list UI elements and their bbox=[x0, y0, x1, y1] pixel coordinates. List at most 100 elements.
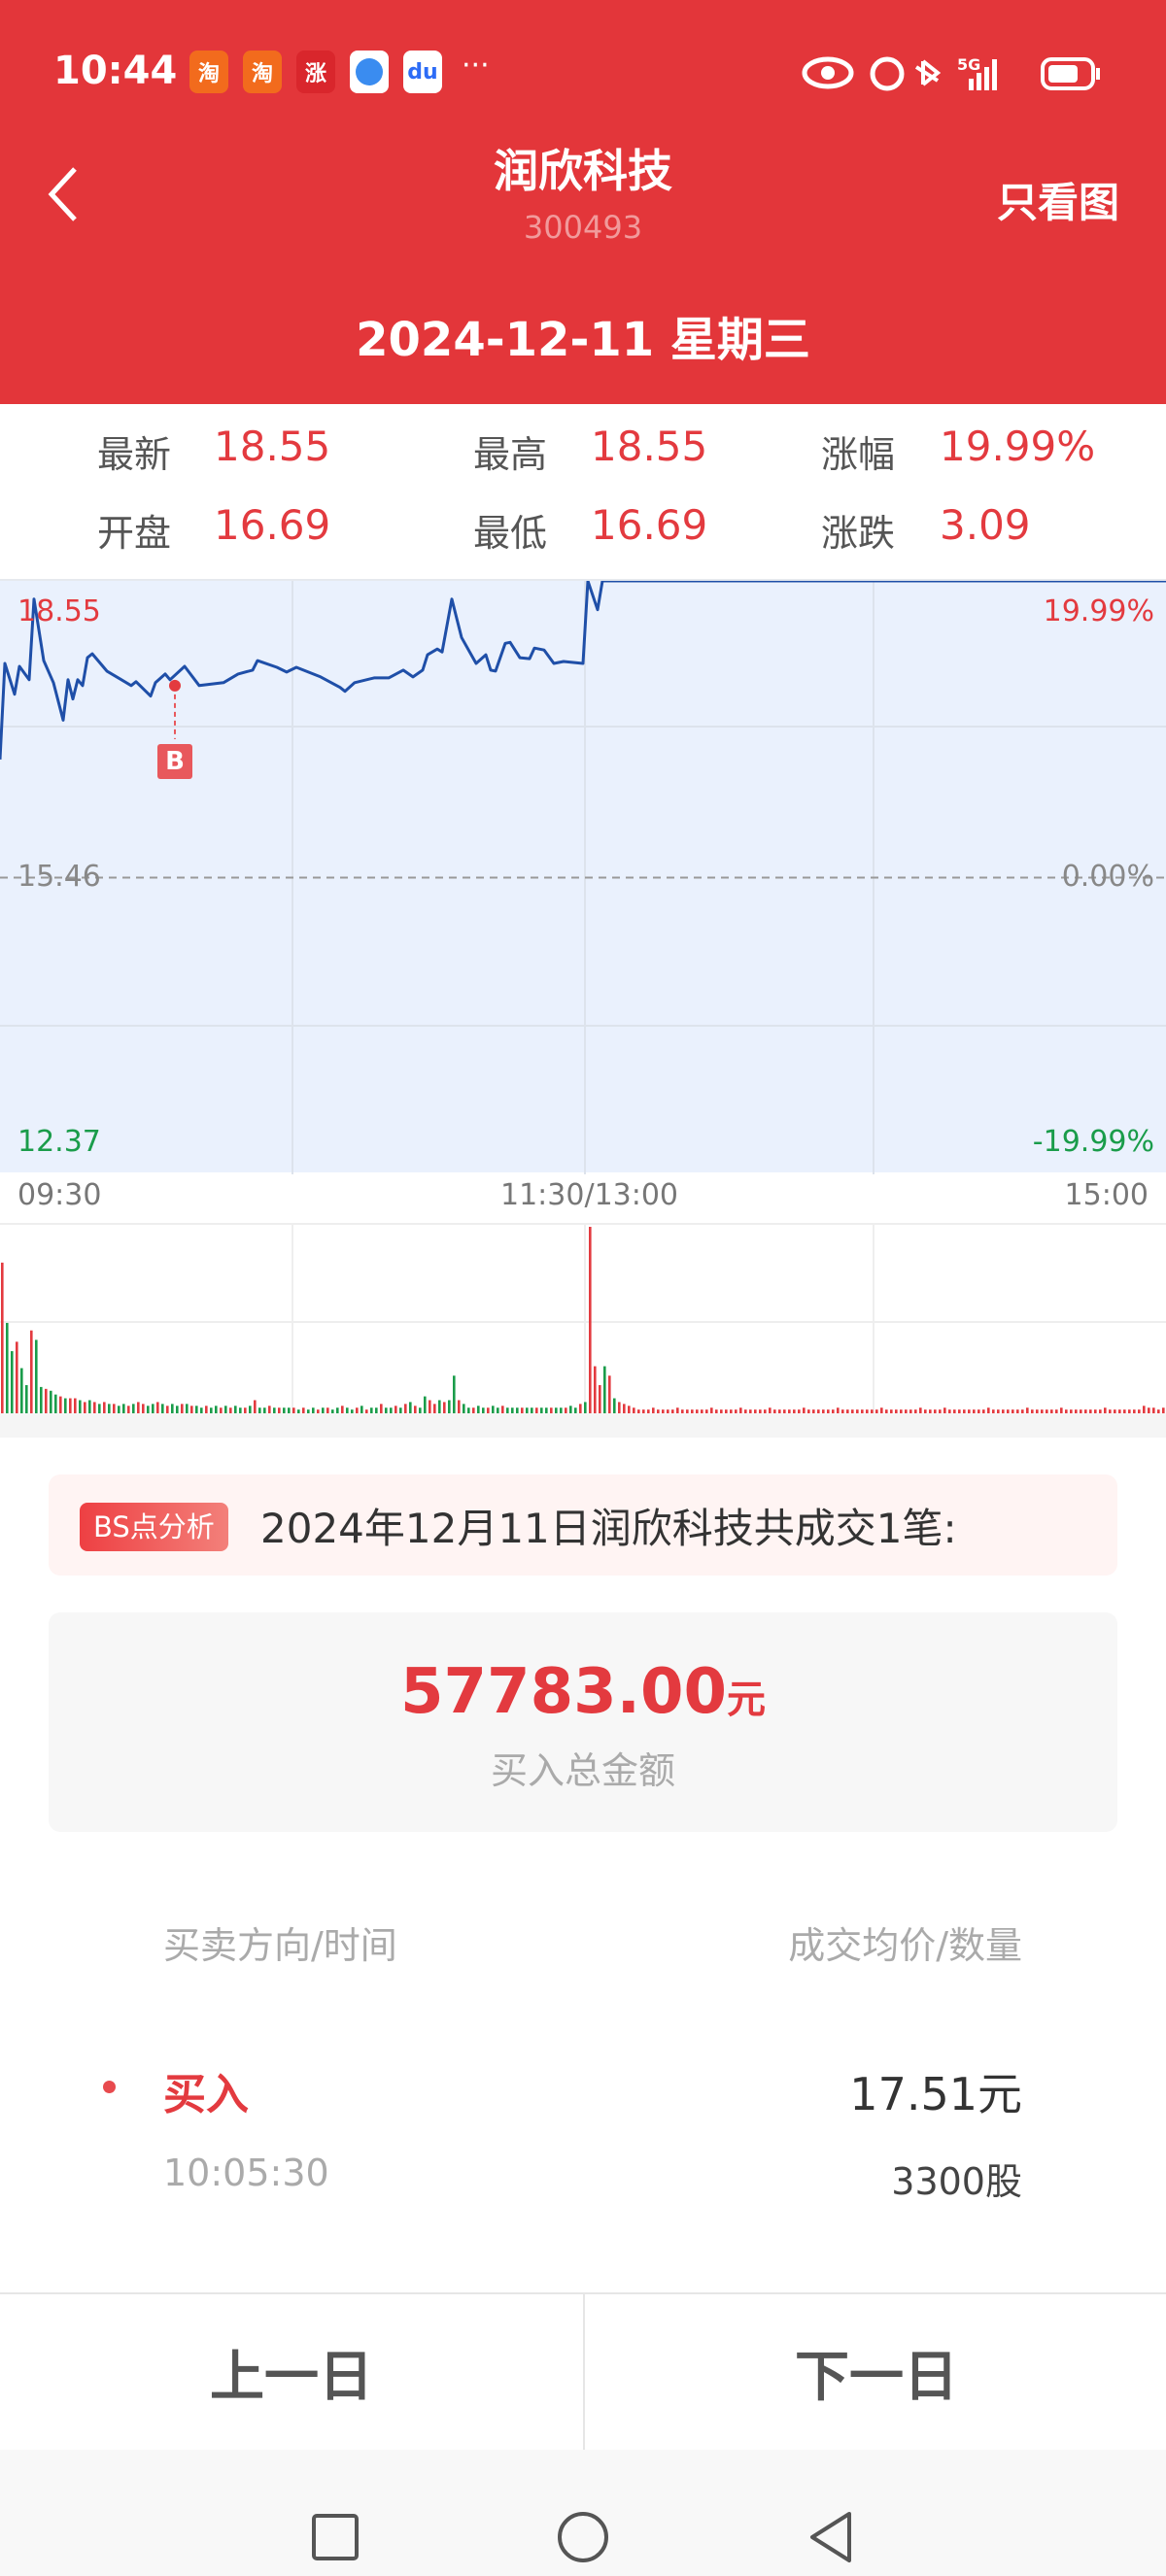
volume-bar bbox=[239, 1407, 242, 1415]
trade-quantity: 3300股 bbox=[891, 2160, 1022, 2203]
volume-bar bbox=[599, 1384, 601, 1415]
volume-bar bbox=[744, 1409, 747, 1415]
volume-bar bbox=[142, 1404, 145, 1415]
high-value: 18.55 bbox=[591, 423, 708, 470]
volume-bar bbox=[6, 1322, 9, 1415]
volume-chart bbox=[0, 1223, 1166, 1415]
previous-day-button[interactable]: 上一日 bbox=[210, 2345, 373, 2409]
axis-mid-pct: 0.00% bbox=[1061, 860, 1154, 894]
trade-date: 2024-12-11 星期三 bbox=[356, 313, 810, 367]
volume-bar bbox=[1162, 1407, 1165, 1415]
volume-bar bbox=[317, 1409, 320, 1415]
volume-bar bbox=[511, 1407, 514, 1415]
volume-bar bbox=[992, 1409, 995, 1415]
axis-min-price: 12.37 bbox=[17, 1125, 101, 1159]
volume-bar bbox=[1094, 1409, 1097, 1415]
volume-bar bbox=[560, 1407, 563, 1415]
volume-bar bbox=[1016, 1409, 1019, 1415]
volume-bar bbox=[1138, 1409, 1141, 1415]
volume-bar bbox=[190, 1406, 193, 1415]
recents-square-icon[interactable] bbox=[311, 2513, 360, 2561]
volume-bar bbox=[487, 1407, 490, 1415]
axis-max-pct: 19.99% bbox=[1043, 594, 1154, 628]
volume-bar bbox=[516, 1407, 519, 1415]
axis-max-price: 18.55 bbox=[17, 594, 101, 628]
volume-bar bbox=[841, 1409, 844, 1415]
volume-bar bbox=[54, 1394, 57, 1415]
volume-bar bbox=[186, 1404, 189, 1415]
volume-bar bbox=[569, 1406, 572, 1415]
volume-bar bbox=[137, 1402, 140, 1415]
volume-bar bbox=[647, 1409, 650, 1415]
buy-marker-label[interactable]: B bbox=[157, 743, 192, 779]
volume-bar bbox=[292, 1407, 295, 1415]
volume-bar bbox=[1036, 1409, 1039, 1415]
bluetooth-icon bbox=[914, 59, 942, 86]
volume-bar bbox=[531, 1407, 533, 1415]
volume-bar bbox=[380, 1404, 383, 1415]
price-chart-svg bbox=[0, 581, 1166, 1174]
volume-bar bbox=[657, 1409, 660, 1415]
volume-bar bbox=[171, 1404, 174, 1415]
volume-bar bbox=[472, 1407, 475, 1415]
volume-bar bbox=[224, 1406, 227, 1415]
volume-bar bbox=[336, 1407, 339, 1415]
volume-bar bbox=[424, 1396, 427, 1415]
volume-bar bbox=[880, 1407, 883, 1415]
volume-bar bbox=[696, 1409, 699, 1415]
buy-marker-dot bbox=[169, 679, 181, 692]
volume-bar bbox=[637, 1409, 640, 1415]
volume-bar bbox=[385, 1407, 388, 1415]
volume-bar bbox=[1012, 1409, 1014, 1415]
volume-bar bbox=[749, 1409, 752, 1415]
time-label-midday: 11:30/13:00 bbox=[500, 1178, 679, 1212]
volume-bar bbox=[375, 1407, 378, 1415]
volume-bar bbox=[691, 1409, 694, 1415]
volume-bar bbox=[288, 1407, 291, 1415]
volume-bar bbox=[1128, 1409, 1131, 1415]
volume-bar bbox=[608, 1375, 611, 1415]
volume-bar bbox=[963, 1409, 966, 1415]
intraday-price-chart[interactable]: 18.55 19.99% 15.46 0.00% 12.37 -19.99% B bbox=[0, 579, 1166, 1174]
volume-bar bbox=[356, 1407, 359, 1415]
volume-bar bbox=[331, 1409, 334, 1415]
alarm-icon bbox=[870, 56, 905, 91]
axis-min-pct: -19.99% bbox=[1032, 1125, 1154, 1159]
volume-bar bbox=[322, 1407, 325, 1415]
volume-bar bbox=[45, 1388, 48, 1415]
volume-bar bbox=[501, 1406, 504, 1415]
volume-bar bbox=[84, 1402, 86, 1415]
only-chart-button[interactable]: 只看图 bbox=[996, 179, 1119, 226]
more-notifications-icon: ··· bbox=[462, 49, 490, 83]
back-chevron-icon[interactable] bbox=[44, 165, 83, 223]
open-value: 16.69 bbox=[214, 501, 331, 549]
volume-bar bbox=[875, 1409, 878, 1415]
axis-mid-price: 15.46 bbox=[17, 860, 101, 894]
time-label-open: 09:30 bbox=[17, 1178, 102, 1212]
volume-bar bbox=[35, 1339, 38, 1415]
trade-price: 17.51元 bbox=[849, 2068, 1022, 2120]
volume-bar bbox=[419, 1407, 422, 1415]
volume-bar bbox=[846, 1409, 849, 1415]
volume-bar bbox=[414, 1406, 417, 1415]
next-day-button[interactable]: 下一日 bbox=[795, 2345, 958, 2409]
volume-bar bbox=[788, 1409, 791, 1415]
browser-app-icon bbox=[350, 51, 389, 93]
volume-bar bbox=[623, 1404, 626, 1415]
volume-bar bbox=[667, 1409, 669, 1415]
volume-bar bbox=[633, 1407, 635, 1415]
trade-direction: 买入 bbox=[163, 2070, 249, 2119]
volume-bar bbox=[1133, 1409, 1136, 1415]
volume-bar bbox=[812, 1409, 815, 1415]
baidu-app-icon: du bbox=[403, 51, 442, 93]
volume-bar bbox=[1041, 1409, 1044, 1415]
volume-bar bbox=[1055, 1409, 1058, 1415]
footer-vertical-divider bbox=[583, 2294, 585, 2450]
volume-bar bbox=[467, 1407, 470, 1415]
home-circle-icon[interactable] bbox=[556, 2510, 610, 2564]
volume-bar bbox=[118, 1406, 120, 1415]
volume-bar bbox=[220, 1407, 223, 1415]
volume-bar bbox=[283, 1407, 286, 1415]
change-pct-value: 19.99% bbox=[940, 423, 1096, 470]
back-triangle-icon[interactable] bbox=[806, 2510, 855, 2564]
